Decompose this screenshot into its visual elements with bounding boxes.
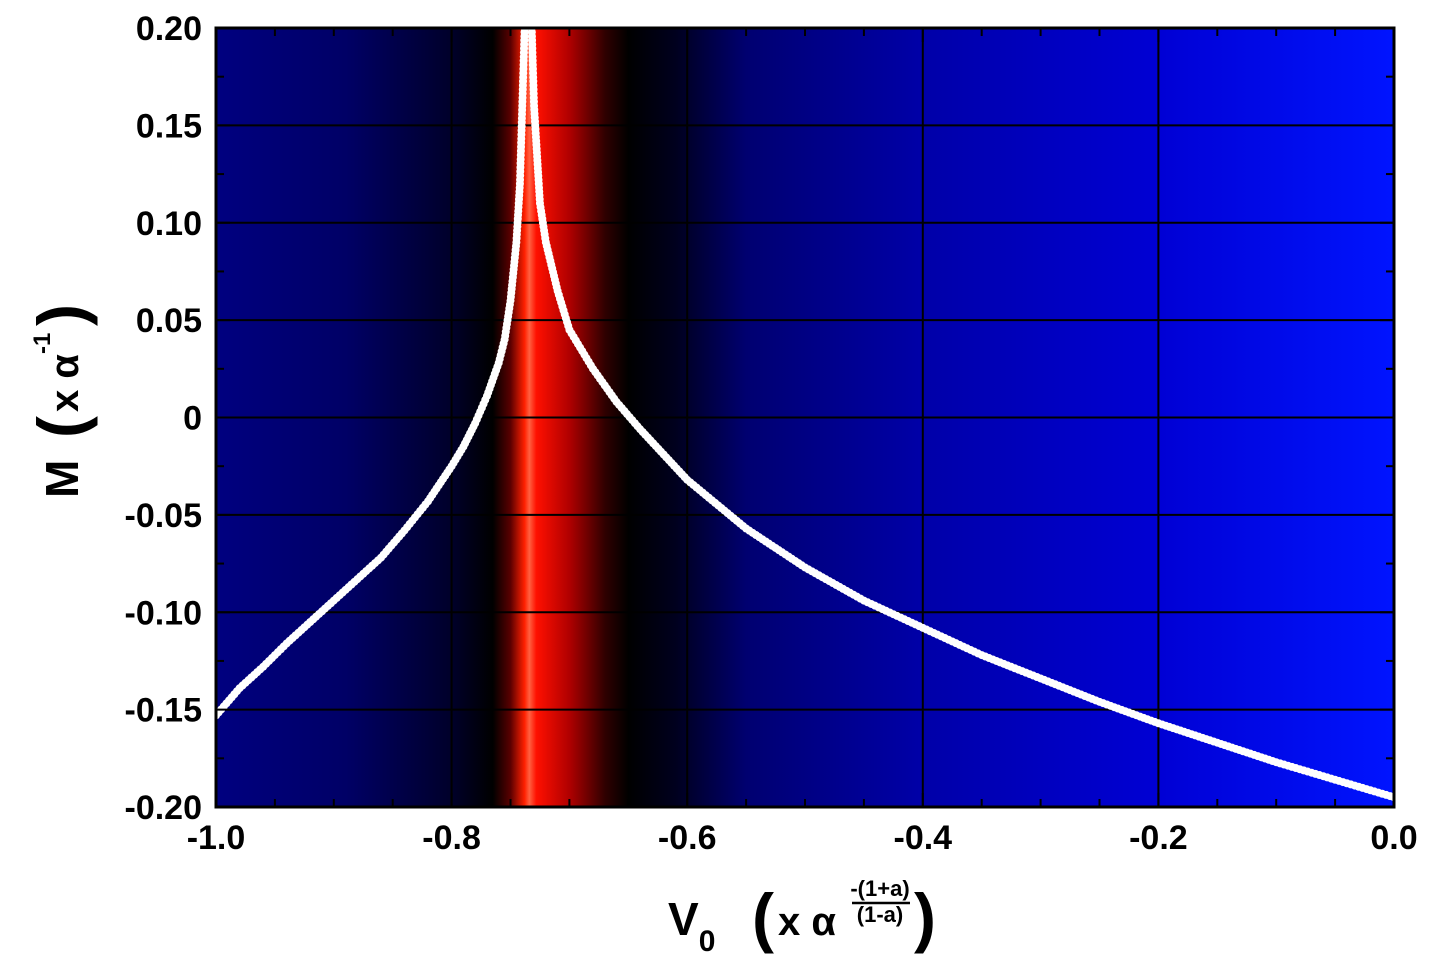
x-tick-label: -0.4 <box>894 819 953 857</box>
x-tick-label: -0.6 <box>658 819 717 857</box>
x-axis-factor: x α <box>778 900 836 944</box>
x-axis-subscript: 0 <box>699 925 716 958</box>
x-axis-label: V0 ( x α -(1+a) (1-a) ) <box>668 876 936 958</box>
x-label-open-paren: ( <box>752 880 774 954</box>
x-axis-symbol: V <box>668 893 699 945</box>
x-axis-exponent-numerator: -(1+a) <box>850 876 909 901</box>
y-tick-label: -0.05 <box>125 497 203 535</box>
y-tick-label: 0.20 <box>136 10 202 48</box>
y-tick-labels: 0.20 0.15 0.10 0.05 0 -0.05 -0.10 -0.15 -0.20 <box>125 10 203 827</box>
x-tick-labels: -1.0 -0.8 -0.6 -0.4 -0.2 0.0 <box>187 819 1418 857</box>
y-axis-label: M ( x α -1 ) <box>24 304 98 498</box>
y-tick-label: -0.20 <box>125 789 203 827</box>
y-axis-factor: x α <box>43 354 87 412</box>
y-tick-label: 0 <box>183 400 202 438</box>
x-tick-label: 0.0 <box>1370 819 1417 857</box>
y-tick-label: 0.10 <box>136 205 202 243</box>
y-tick-label: -0.10 <box>125 594 203 632</box>
data-series <box>212 24 1398 802</box>
y-axis-exponent: -1 <box>29 333 56 354</box>
x-tick-label: -0.8 <box>422 819 481 857</box>
y-label-close-paren: ) <box>24 304 98 326</box>
x-axis-exponent-denominator: (1-a) <box>857 902 903 927</box>
axis-ticks <box>215 27 1395 808</box>
y-axis-symbol: M <box>36 460 88 498</box>
x-tick-label: -1.0 <box>187 819 246 857</box>
y-tick-label: 0.15 <box>136 107 202 145</box>
svg-text:V0: V0 <box>668 893 715 958</box>
y-label-open-paren: ( <box>24 416 98 438</box>
y-tick-label: 0.05 <box>136 302 202 340</box>
y-tick-label: -0.15 <box>125 692 203 730</box>
x-label-close-paren: ) <box>914 880 936 954</box>
x-tick-label: -0.2 <box>1129 819 1188 857</box>
